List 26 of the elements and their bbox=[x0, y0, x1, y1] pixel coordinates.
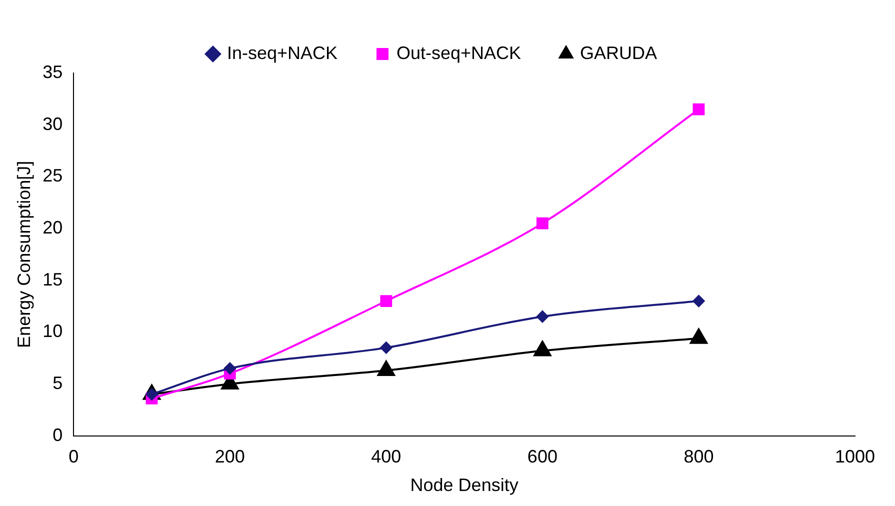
y-tick-label: 20 bbox=[42, 217, 63, 238]
y-tick-label: 35 bbox=[42, 62, 63, 82]
legend-label: Out-seq+NACK bbox=[396, 42, 522, 63]
x-tick-label: 0 bbox=[68, 446, 79, 467]
y-tick-label: 30 bbox=[42, 114, 63, 134]
point bbox=[536, 217, 548, 230]
point bbox=[692, 103, 705, 116]
legend-label: In-seq+NACK bbox=[226, 42, 338, 63]
x-tick-label: 400 bbox=[371, 446, 402, 467]
x-tick-label: 200 bbox=[214, 446, 245, 467]
legend-label: GARUDA bbox=[580, 42, 658, 63]
point bbox=[380, 342, 392, 354]
point bbox=[692, 295, 705, 308]
y-tick-label: 5 bbox=[52, 372, 63, 393]
point bbox=[536, 310, 548, 323]
x-tick-label: 1000 bbox=[834, 446, 876, 467]
point bbox=[224, 362, 236, 374]
point bbox=[380, 295, 392, 307]
x-tick-label: 800 bbox=[684, 446, 714, 467]
x-axis-title: Node Density bbox=[410, 475, 518, 496]
y-tick-label: 0 bbox=[52, 424, 63, 445]
y-tick-label: 25 bbox=[42, 166, 63, 186]
y-tick-label: 15 bbox=[42, 269, 63, 290]
y-tick-label: 10 bbox=[42, 321, 63, 342]
x-tick-label: 600 bbox=[527, 446, 558, 467]
y-axis-title: Energy Consumption[J] bbox=[14, 160, 34, 348]
